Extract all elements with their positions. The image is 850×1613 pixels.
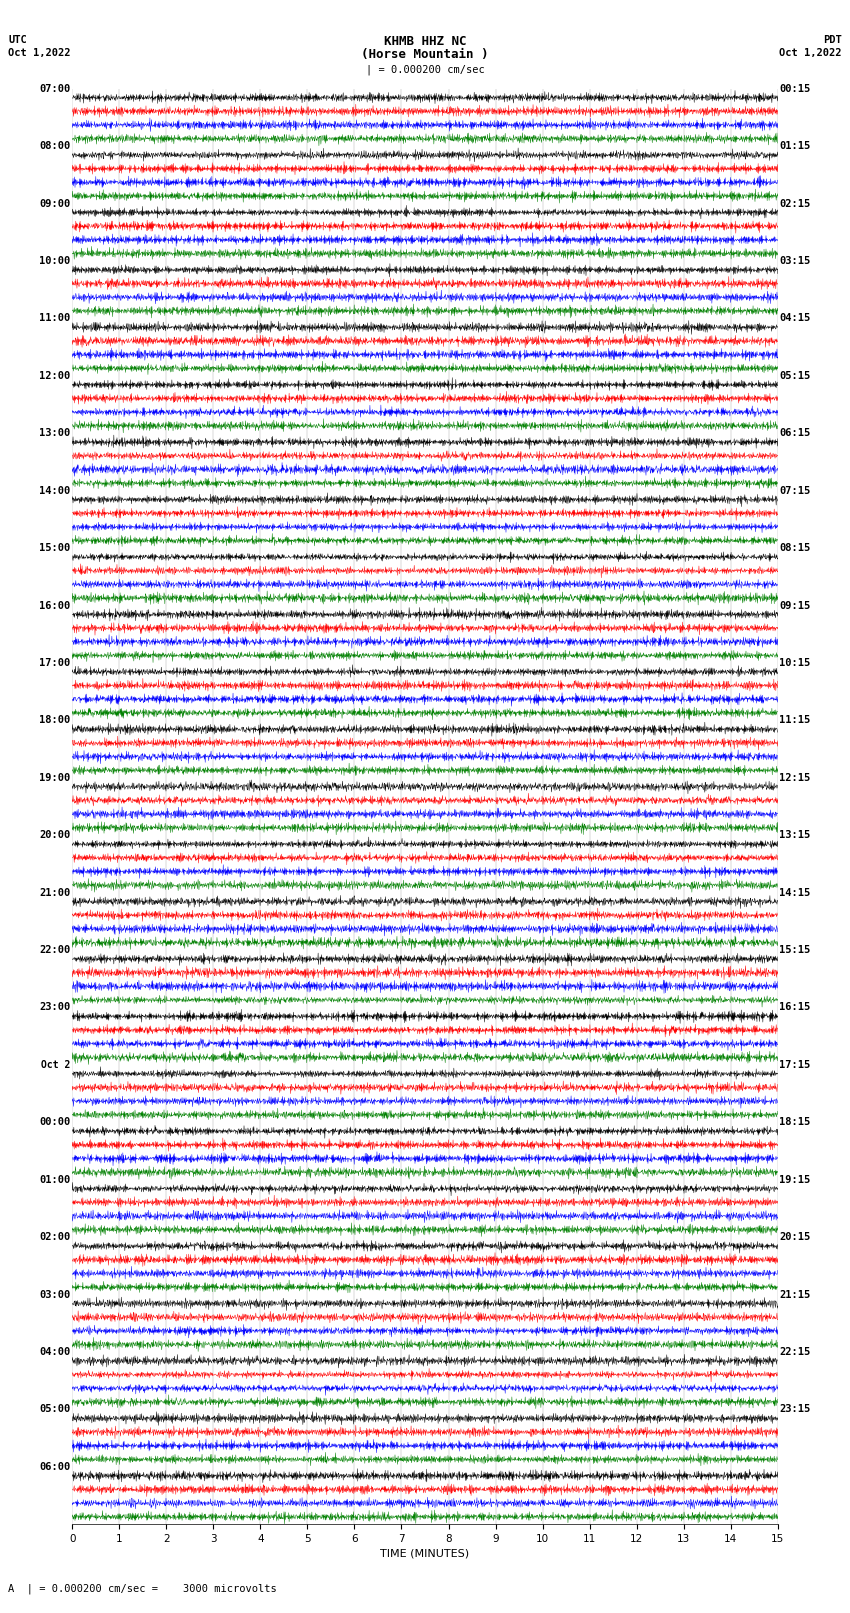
Text: 14:15: 14:15 [779, 887, 811, 897]
Text: 01:00: 01:00 [39, 1174, 71, 1184]
Text: 08:00: 08:00 [39, 142, 71, 152]
Text: 16:15: 16:15 [779, 1003, 811, 1013]
Text: A  | = 0.000200 cm/sec =    3000 microvolts: A | = 0.000200 cm/sec = 3000 microvolts [8, 1582, 277, 1594]
Text: 23:00: 23:00 [39, 1003, 71, 1013]
Text: 05:15: 05:15 [779, 371, 811, 381]
Text: 10:00: 10:00 [39, 256, 71, 266]
Text: 19:15: 19:15 [779, 1174, 811, 1184]
Text: (Horse Mountain ): (Horse Mountain ) [361, 48, 489, 61]
Text: | = 0.000200 cm/sec: | = 0.000200 cm/sec [366, 65, 484, 76]
Text: 13:00: 13:00 [39, 429, 71, 439]
Text: 18:00: 18:00 [39, 716, 71, 726]
Text: 00:00: 00:00 [39, 1118, 71, 1127]
Text: 08:15: 08:15 [779, 544, 811, 553]
Text: 15:00: 15:00 [39, 544, 71, 553]
Text: 11:15: 11:15 [779, 716, 811, 726]
Text: KHMB HHZ NC: KHMB HHZ NC [383, 35, 467, 48]
Text: 01:15: 01:15 [779, 142, 811, 152]
Text: 15:15: 15:15 [779, 945, 811, 955]
Text: 05:00: 05:00 [39, 1405, 71, 1415]
Text: 10:15: 10:15 [779, 658, 811, 668]
Text: 14:00: 14:00 [39, 486, 71, 495]
Text: Oct 2: Oct 2 [41, 1060, 71, 1069]
Text: 12:15: 12:15 [779, 773, 811, 782]
Text: 09:15: 09:15 [779, 600, 811, 610]
Text: 20:15: 20:15 [779, 1232, 811, 1242]
Text: 02:15: 02:15 [779, 198, 811, 208]
X-axis label: TIME (MINUTES): TIME (MINUTES) [381, 1548, 469, 1558]
Text: 22:00: 22:00 [39, 945, 71, 955]
Text: 04:15: 04:15 [779, 313, 811, 323]
Text: 07:00: 07:00 [39, 84, 71, 94]
Text: 12:00: 12:00 [39, 371, 71, 381]
Text: 09:00: 09:00 [39, 198, 71, 208]
Text: 04:00: 04:00 [39, 1347, 71, 1357]
Text: 11:00: 11:00 [39, 313, 71, 323]
Text: 23:15: 23:15 [779, 1405, 811, 1415]
Text: 17:15: 17:15 [779, 1060, 811, 1069]
Text: 21:15: 21:15 [779, 1290, 811, 1300]
Text: PDT: PDT [823, 35, 842, 45]
Text: 06:15: 06:15 [779, 429, 811, 439]
Text: 16:00: 16:00 [39, 600, 71, 610]
Text: 02:00: 02:00 [39, 1232, 71, 1242]
Text: UTC: UTC [8, 35, 27, 45]
Text: Oct 1,2022: Oct 1,2022 [8, 48, 71, 58]
Text: 13:15: 13:15 [779, 831, 811, 840]
Text: 19:00: 19:00 [39, 773, 71, 782]
Text: 03:15: 03:15 [779, 256, 811, 266]
Text: 21:00: 21:00 [39, 887, 71, 897]
Text: Oct 1,2022: Oct 1,2022 [779, 48, 842, 58]
Text: 03:00: 03:00 [39, 1290, 71, 1300]
Text: 06:00: 06:00 [39, 1461, 71, 1471]
Text: 17:00: 17:00 [39, 658, 71, 668]
Text: 07:15: 07:15 [779, 486, 811, 495]
Text: 22:15: 22:15 [779, 1347, 811, 1357]
Text: 00:15: 00:15 [779, 84, 811, 94]
Text: 18:15: 18:15 [779, 1118, 811, 1127]
Text: 20:00: 20:00 [39, 831, 71, 840]
